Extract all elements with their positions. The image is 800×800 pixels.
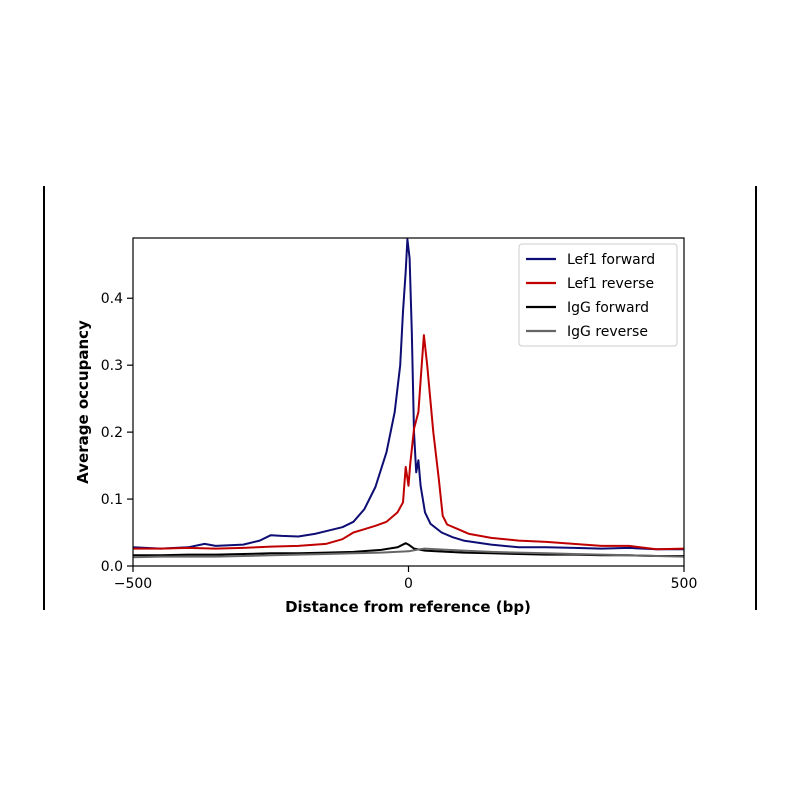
frame-line-right bbox=[755, 186, 757, 610]
legend-label: IgG reverse bbox=[567, 324, 648, 340]
x-axis: −500 0 500 bbox=[114, 566, 698, 592]
legend-label: Lef1 forward bbox=[567, 252, 655, 268]
y-tick-label: 0.4 bbox=[101, 291, 123, 307]
y-tick-label: 0.1 bbox=[101, 492, 123, 508]
y-tick-label: 0.0 bbox=[101, 559, 123, 575]
legend-box bbox=[518, 243, 678, 347]
series-line-3 bbox=[132, 547, 685, 559]
legend-label: Lef1 reverse bbox=[567, 276, 654, 292]
x-tick-label: 500 bbox=[671, 576, 698, 592]
series-line-0 bbox=[132, 238, 684, 551]
frame-line-left bbox=[43, 186, 45, 610]
x-tick-label: 0 bbox=[404, 576, 413, 592]
x-axis-label: Distance from reference (bp) bbox=[285, 598, 531, 616]
x-tick-label: −500 bbox=[114, 576, 152, 592]
series-layer bbox=[132, 238, 685, 559]
series-line-1 bbox=[133, 334, 685, 551]
legend: Lef1 forward Lef1 reverse IgG forward IgG r… bbox=[518, 243, 678, 347]
y-axis: 0.0 0.1 0.2 0.3 0.4 bbox=[101, 291, 133, 575]
y-tick-label: 0.2 bbox=[101, 425, 123, 441]
legend-label: IgG forward bbox=[567, 300, 649, 316]
y-tick-label: 0.3 bbox=[101, 358, 123, 374]
y-axis-label: Average occupancy bbox=[74, 320, 92, 484]
